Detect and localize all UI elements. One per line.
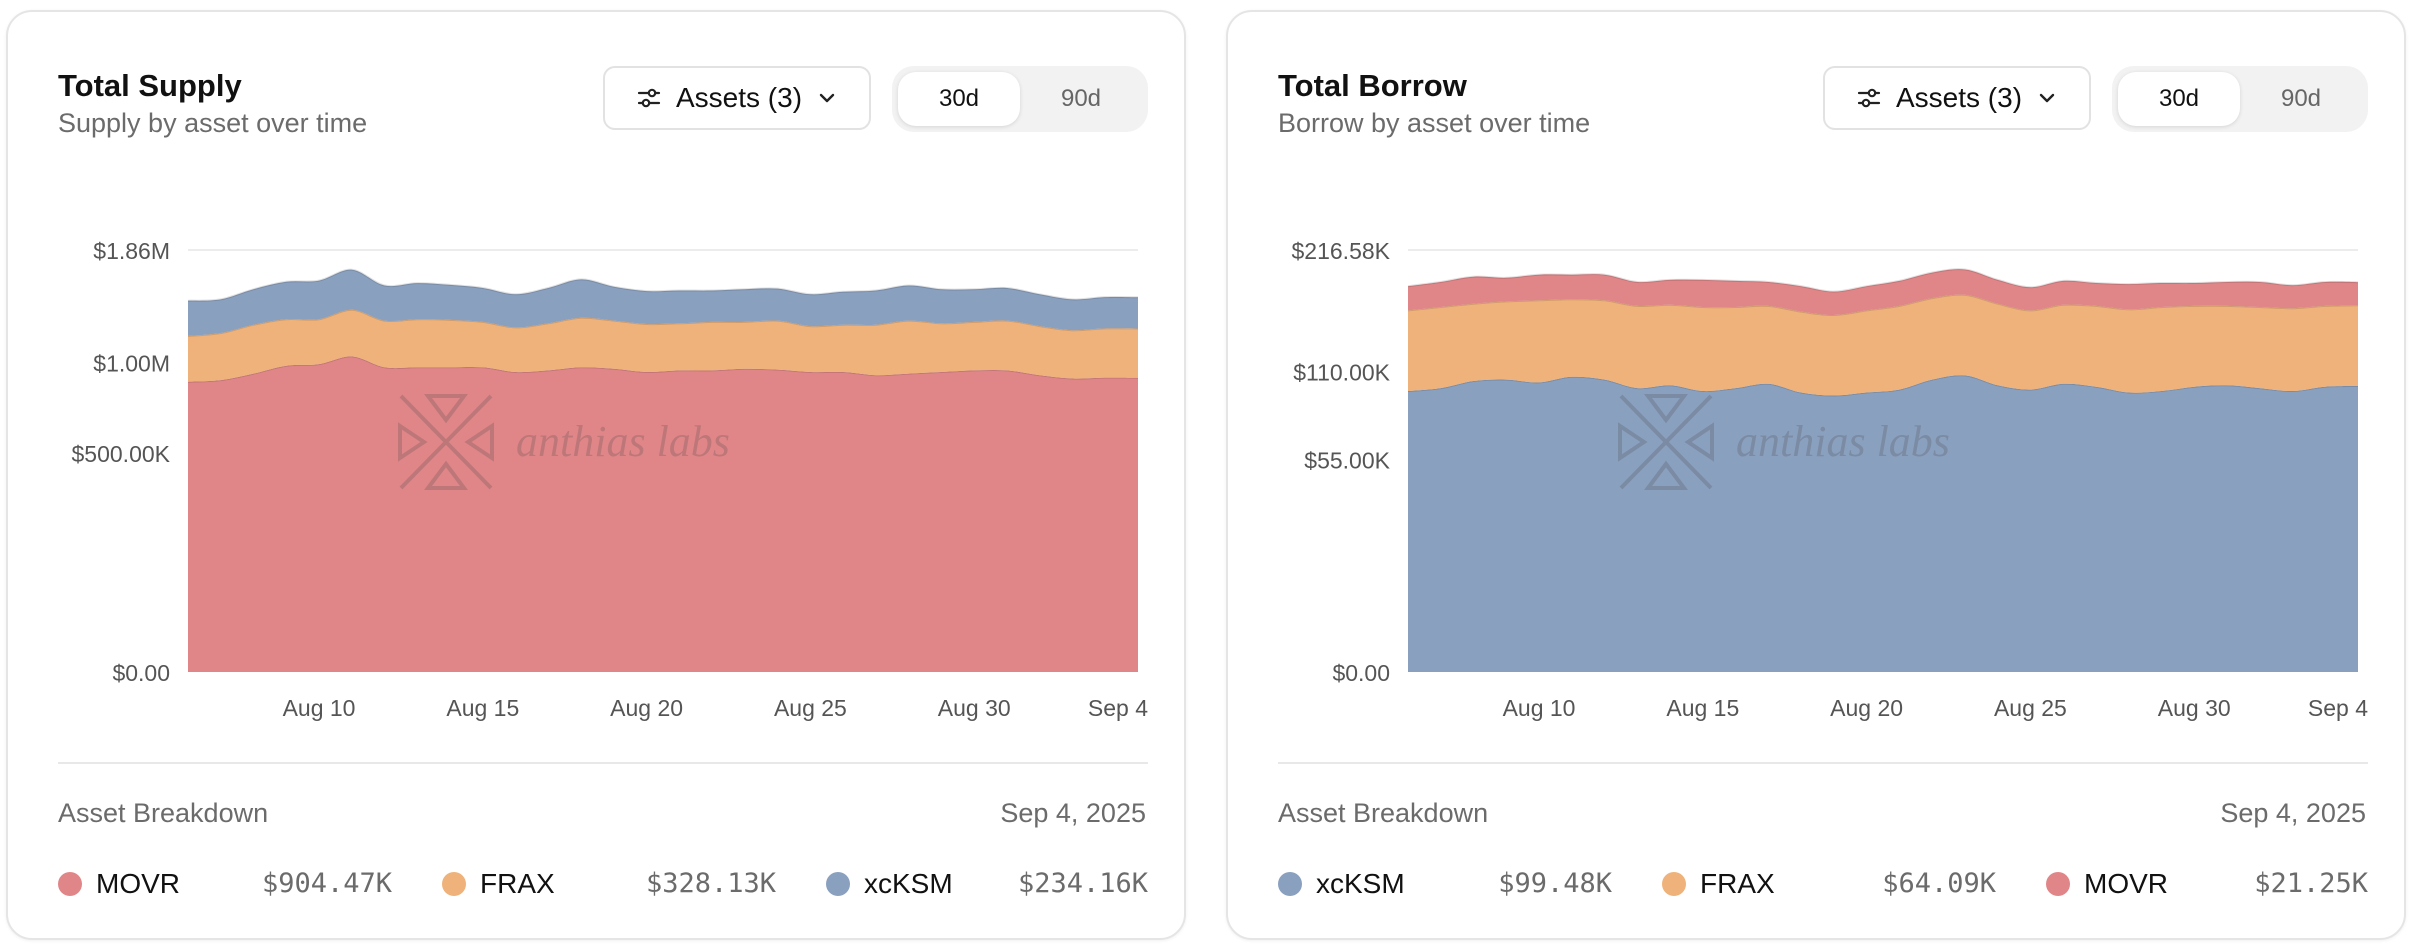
card-subtitle: Borrow by asset over time xyxy=(1278,108,1591,138)
area-series-xcksm xyxy=(188,269,1138,336)
area-series-xcksm xyxy=(1408,375,2358,672)
watermark-text: anthias labs xyxy=(1736,417,1950,466)
area-series-movr xyxy=(188,356,1138,672)
assets-filter-label: Assets (3) xyxy=(1895,82,2023,113)
legend-item: MOVR xyxy=(58,864,180,904)
x-tick-label: Sep 4 xyxy=(2308,695,2368,721)
x-tick-label: Aug 25 xyxy=(1994,695,2067,721)
breakdown-title: Asset Breakdown xyxy=(58,798,269,828)
legend-asset-value: $99.48K xyxy=(1498,868,1612,899)
x-tick-label: Aug 30 xyxy=(938,695,1011,721)
legend-dot xyxy=(58,872,82,896)
legend-asset-value: $904.47K xyxy=(261,868,392,899)
area-series-line xyxy=(1407,268,2359,293)
asset-breakdown-legend: MOVR $904.47K FRAX $328.13K xcKSM $234.1… xyxy=(58,864,1148,904)
area-series-frax xyxy=(188,309,1138,382)
y-tick-label: $500.00K xyxy=(72,441,171,467)
legend-dot xyxy=(1662,872,1686,896)
legend-dot xyxy=(1278,872,1302,896)
legend-asset-name: xcKSM xyxy=(1316,868,1405,899)
watermark-icon xyxy=(1618,394,1714,490)
range-toggle: 30d 90d xyxy=(2112,66,2368,132)
area-series-line xyxy=(187,268,1139,302)
y-tick-label: $1.00M xyxy=(93,351,170,377)
range-30d-button[interactable]: 30d xyxy=(898,72,1020,126)
sliders-icon xyxy=(1856,85,1882,111)
legend-dot xyxy=(826,872,850,896)
x-tick-label: Sep 4 xyxy=(1088,695,1148,721)
legend-asset-name: MOVR xyxy=(96,868,180,899)
x-tick-label: Aug 15 xyxy=(1666,695,1739,721)
divider xyxy=(1278,762,2368,764)
area-series-movr xyxy=(1408,269,2358,316)
legend-item: FRAX xyxy=(442,864,555,904)
legend-item: MOVR xyxy=(2046,864,2168,904)
watermark-text: anthias labs xyxy=(516,417,730,466)
total-borrow-card: Total Borrow Borrow by asset over time A… xyxy=(1226,10,2406,940)
legend-asset-value: $64.09K xyxy=(1882,868,1996,899)
legend-asset-value: $234.16K xyxy=(1017,868,1148,899)
range-90d-button[interactable]: 90d xyxy=(2280,85,2322,112)
legend-asset-value: $21.25K xyxy=(2254,868,2368,899)
x-tick-label: Aug 20 xyxy=(1830,695,1903,721)
area-series-frax xyxy=(1408,294,2358,396)
legend-asset-name: FRAX xyxy=(480,868,555,899)
watermark-logo: anthias labs xyxy=(398,394,730,490)
supply-area-chart: anthias labs $0.00 $500.00K $1.00M $1.86M Aug… xyxy=(72,238,1149,721)
range-toggle: 30d 90d xyxy=(892,66,1148,132)
legend-item: xcKSM xyxy=(826,864,953,904)
watermark-logo: anthias labs xyxy=(1618,394,1950,490)
card-title: Total Supply xyxy=(58,68,242,103)
legend-asset-name: MOVR xyxy=(2084,868,2168,899)
y-tick-label: $110.00K xyxy=(1293,359,1390,385)
y-tick-label: $55.00K xyxy=(1304,447,1390,473)
asset-breakdown-legend: xcKSM $99.48K FRAX $64.09K MOVR $21.25K xyxy=(1278,864,2368,904)
assets-filter-label: Assets (3) xyxy=(675,82,803,113)
breakdown-title: Asset Breakdown xyxy=(1278,798,1489,828)
sliders-icon xyxy=(636,85,662,111)
card-subtitle: Supply by asset over time xyxy=(58,108,368,138)
breakdown-date: Sep 4, 2025 xyxy=(2220,798,2366,828)
y-tick-label: $1.86M xyxy=(93,238,170,264)
range-90d-button[interactable]: 90d xyxy=(1060,85,1102,112)
x-tick-label: Aug 10 xyxy=(283,695,356,721)
range-30d-button[interactable]: 30d xyxy=(2118,72,2240,126)
legend-dot xyxy=(442,872,466,896)
x-tick-label: Aug 30 xyxy=(2158,695,2231,721)
x-tick-label: Aug 25 xyxy=(774,695,847,721)
y-tick-label: $216.58K xyxy=(1292,238,1391,264)
card-title: Total Borrow xyxy=(1278,68,1467,103)
x-tick-label: Aug 15 xyxy=(446,695,519,721)
legend-dot xyxy=(2046,872,2070,896)
x-tick-label: Aug 10 xyxy=(1503,695,1576,721)
breakdown-date: Sep 4, 2025 xyxy=(1000,798,1146,828)
chevron-down-icon xyxy=(816,87,838,109)
chevron-down-icon xyxy=(2036,87,2058,109)
divider xyxy=(58,762,1148,764)
y-tick-label: $0.00 xyxy=(1332,660,1390,686)
legend-item: xcKSM xyxy=(1278,864,1405,904)
borrow-area-chart: anthias labs $0.00 $55.00K $110.00K $216.58K… xyxy=(1292,238,2369,721)
legend-item: FRAX xyxy=(1662,864,1775,904)
legend-asset-name: FRAX xyxy=(1700,868,1775,899)
assets-filter-button[interactable]: Assets (3) xyxy=(603,66,871,130)
legend-asset-name: xcKSM xyxy=(864,868,953,899)
total-supply-card: Total Supply Supply by asset over time A… xyxy=(6,10,1186,940)
watermark-icon xyxy=(398,394,494,490)
assets-filter-button[interactable]: Assets (3) xyxy=(1823,66,2091,130)
legend-asset-value: $328.13K xyxy=(645,868,776,899)
y-tick-label: $0.00 xyxy=(112,660,170,686)
x-tick-label: Aug 20 xyxy=(610,695,683,721)
